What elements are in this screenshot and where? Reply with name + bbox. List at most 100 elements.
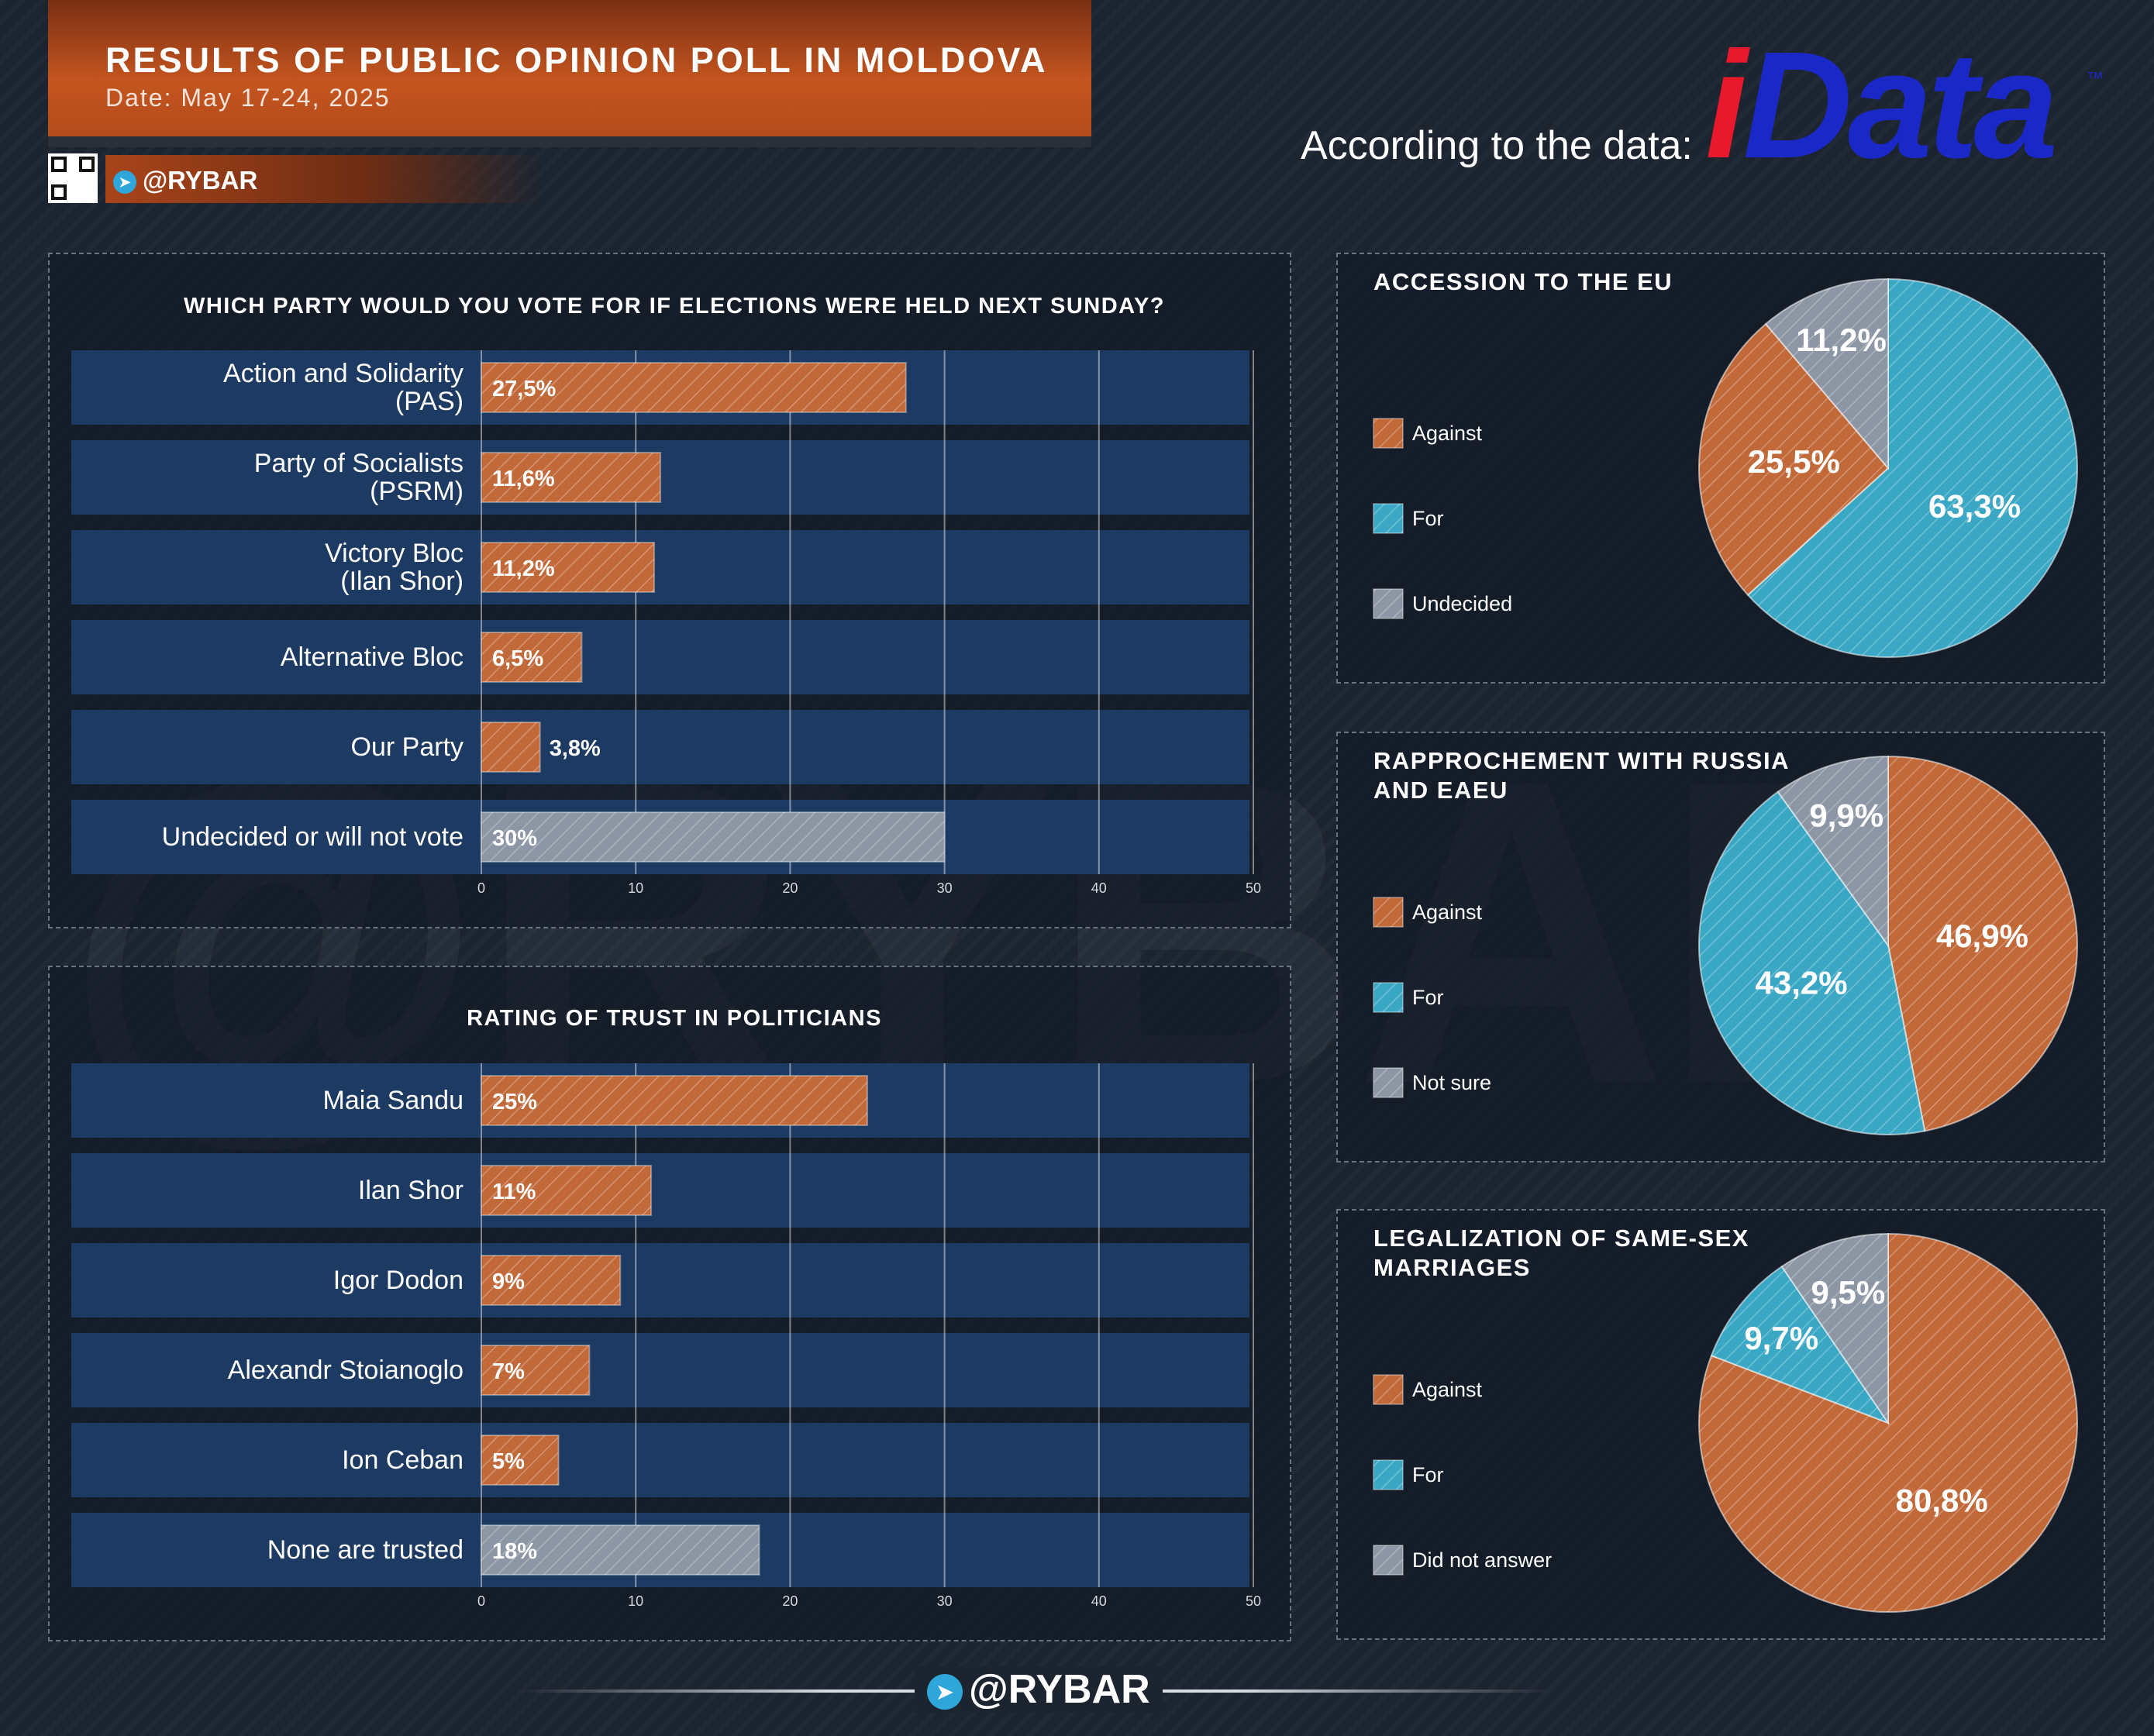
- x-tick-label: 40: [1091, 1593, 1107, 1609]
- pie-slice-hatch: [1777, 756, 1888, 946]
- chart-title: LEGALIZATION OF SAME-SEX: [1373, 1224, 1749, 1252]
- idata-logo: iData: [1705, 20, 2058, 190]
- slice-label: 11,2%: [1796, 322, 1887, 358]
- bar-hatch: [481, 1345, 590, 1395]
- x-tick-label: 10: [628, 880, 643, 896]
- category-label: (PAS): [395, 387, 464, 416]
- chart-title: ACCESSION TO THE EU: [1373, 268, 1673, 295]
- category-label: None are trusted: [267, 1535, 464, 1565]
- legend-label: Against: [1412, 1378, 1483, 1401]
- value-label: 11,2%: [492, 556, 555, 581]
- category-label: Igor Dodon: [333, 1266, 464, 1295]
- bar-hatch: [481, 453, 661, 502]
- value-label: 27,5%: [492, 377, 556, 401]
- chart-title: RATING OF TRUST IN POLITICIANS: [467, 1006, 882, 1031]
- bar-track: [71, 1243, 1249, 1318]
- eu-accession-pie-chart: ACCESSION TO THE EU Against For Undecided 63…: [1373, 268, 2078, 658]
- category-label: Party of Socialists: [254, 449, 464, 478]
- x-tick-label: 20: [782, 880, 798, 896]
- channel-handle[interactable]: ➤ @RYBAR: [113, 166, 257, 195]
- legend-swatch-hatch: [1373, 418, 1403, 448]
- value-label: 30%: [492, 826, 537, 851]
- legend-swatch-hatch: [1373, 504, 1403, 533]
- pie-slice-hatch: [1888, 756, 2077, 1132]
- category-label: (Ilan Shor): [340, 567, 464, 596]
- bar-track: [71, 530, 1249, 604]
- category-label: Undecided or will not vote: [162, 822, 464, 852]
- bar-hatch: [481, 542, 655, 592]
- footer-handle-label: @RYBAR: [969, 1667, 1150, 1712]
- legend-label: Did not answer: [1412, 1548, 1552, 1572]
- value-label: 3,8%: [550, 736, 601, 761]
- x-tick-label: 50: [1246, 880, 1261, 896]
- pie-slice-hatch: [1698, 1234, 2077, 1612]
- slice-label: 25,5%: [1748, 443, 1840, 480]
- legend-label: Undecided: [1412, 592, 1512, 615]
- footer-handle[interactable]: ➤ @RYBAR: [915, 1666, 1163, 1713]
- x-tick-label: 50: [1246, 1593, 1261, 1609]
- x-tick-label: 30: [937, 1593, 953, 1609]
- legend-swatch-hatch: [1373, 897, 1403, 927]
- bar-hatch: [481, 722, 540, 772]
- bar-track: [71, 1333, 1249, 1407]
- value-label: 6,5%: [492, 646, 543, 671]
- category-label: Alexandr Stoianoglo: [228, 1355, 464, 1385]
- source-label: According to the data:: [1301, 123, 1693, 168]
- chart-title: AND EAEU: [1373, 777, 1508, 804]
- trust-rating-bar-chart: RATING OF TRUST IN POLITICIANS 0 10 20 30 40 5…: [71, 1006, 1261, 1609]
- x-tick-label: 40: [1091, 880, 1107, 896]
- value-label: 9%: [492, 1269, 525, 1294]
- bar-track: [71, 710, 1249, 784]
- russia-eaeu-pie-chart: RAPPROCHEMENT WITH RUSSIA AND EAEU Against…: [1373, 747, 2079, 1135]
- slice-label: 9,7%: [1744, 1320, 1818, 1356]
- qr-code-icon: [48, 153, 98, 203]
- legend-label: Against: [1412, 901, 1483, 924]
- chart-title: WHICH PARTY WOULD YOU VOTE FOR IF ELECTI…: [184, 294, 1165, 319]
- category-label: (PSRM): [370, 477, 464, 506]
- value-label: 18%: [492, 1539, 537, 1564]
- bar-hatch: [481, 1525, 760, 1575]
- telegram-icon: ➤: [927, 1674, 963, 1710]
- header-banner: [48, 0, 1091, 147]
- value-label: 11,6%: [492, 467, 555, 491]
- bar-hatch: [481, 363, 906, 412]
- value-label: 5%: [492, 1449, 525, 1474]
- legend-label: For: [1412, 507, 1444, 530]
- pie-slice-hatch: [1698, 791, 1925, 1135]
- chart-title: MARRIAGES: [1373, 1254, 1531, 1281]
- bar-hatch: [481, 1166, 652, 1215]
- legend-label: Not sure: [1412, 1071, 1491, 1094]
- pie-slice-hatch: [1748, 279, 2077, 657]
- value-label: 11%: [492, 1180, 536, 1204]
- telegram-icon: ➤: [113, 170, 136, 195]
- bar-hatch: [481, 1256, 621, 1305]
- pie-slice-hatch: [1766, 279, 1888, 468]
- x-tick-label: 30: [937, 880, 953, 896]
- legend-swatch-hatch: [1373, 983, 1403, 1012]
- category-label: Maia Sandu: [323, 1086, 464, 1115]
- category-label: Action and Solidarity: [223, 359, 464, 388]
- legend-swatch-hatch: [1373, 589, 1403, 618]
- legend-label: Against: [1412, 422, 1483, 445]
- bar-track: [71, 620, 1249, 694]
- legend-swatch-hatch: [1373, 1068, 1403, 1097]
- x-tick-label: 10: [628, 1593, 643, 1609]
- pie-slice-hatch: [1781, 1234, 1888, 1423]
- slice-label: 80,8%: [1896, 1482, 1988, 1518]
- legend-label: For: [1412, 986, 1444, 1009]
- channel-handle-label: @RYBAR: [143, 166, 258, 195]
- legend-swatch-hatch: [1373, 1375, 1403, 1404]
- value-label: 25%: [492, 1090, 537, 1114]
- slice-label: 63,3%: [1928, 488, 2021, 525]
- party-vote-bar-chart: WHICH PARTY WOULD YOU VOTE FOR IF ELECTI…: [71, 294, 1261, 896]
- bar-track: [71, 1153, 1249, 1228]
- slice-label: 46,9%: [1936, 918, 2028, 954]
- page-title: RESULTS OF PUBLIC OPINION POLL IN MOLDOV…: [105, 40, 1048, 80]
- category-label: Victory Bloc: [325, 539, 464, 568]
- x-tick-label: 20: [782, 1593, 798, 1609]
- value-label: 7%: [492, 1359, 525, 1384]
- category-label: Ion Ceban: [342, 1445, 464, 1475]
- x-tick-label: 0: [477, 1593, 485, 1609]
